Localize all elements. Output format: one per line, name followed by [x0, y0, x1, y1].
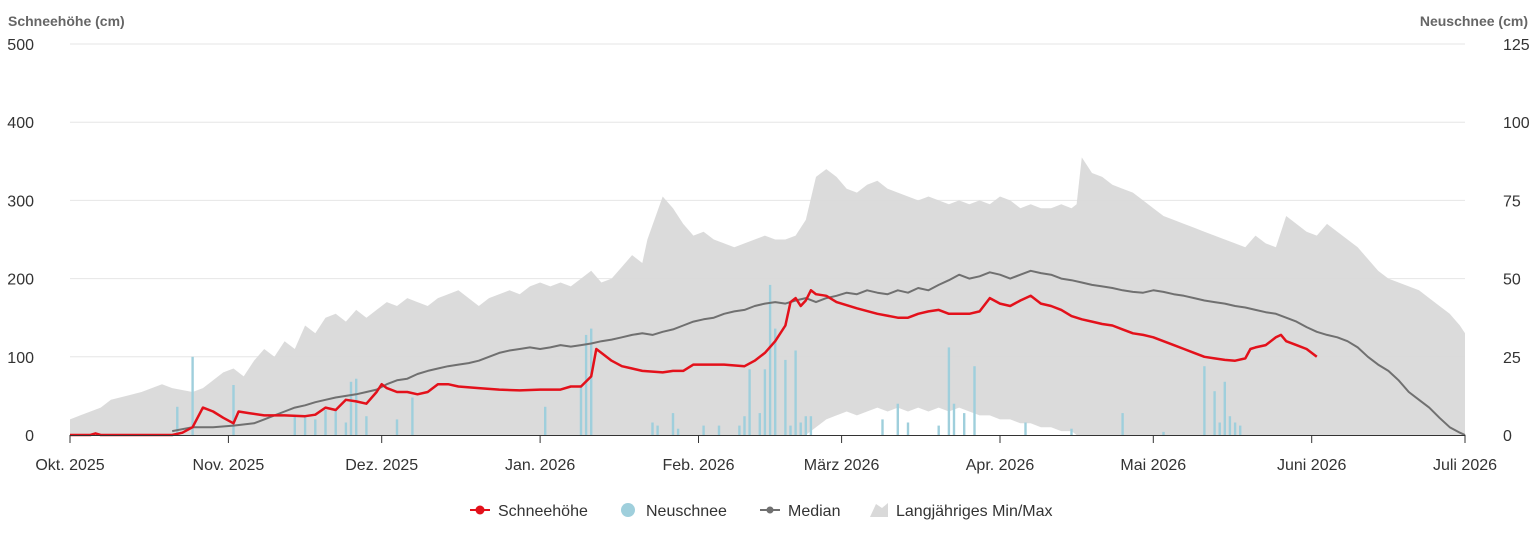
y-left-tick-label: 400: [7, 115, 34, 132]
x-tick-label: Mai 2026: [1120, 457, 1186, 474]
neuschnee-bar: [896, 403, 899, 435]
legend-median-label: Median: [788, 503, 840, 520]
neuschnee-bar: [590, 328, 593, 435]
neuschnee-bar: [738, 425, 741, 435]
neuschnee-bar: [324, 410, 327, 435]
y-right-axis-title: Neuschnee (cm): [1420, 13, 1528, 29]
neuschnee-bar: [881, 419, 884, 435]
y-right-tick-label: 125: [1503, 37, 1530, 54]
x-tick-label: Okt. 2025: [35, 457, 104, 474]
neuschnee-bar: [293, 416, 296, 435]
x-tick-label: Dez. 2025: [345, 457, 418, 474]
x-tick-label: Feb. 2026: [662, 457, 734, 474]
neuschnee-bar: [544, 406, 547, 435]
median-layer: [172, 269, 1466, 436]
x-tick-label: Nov. 2025: [193, 457, 265, 474]
neuschnee-bar: [1228, 416, 1232, 435]
neuschnee-bar: [671, 413, 675, 435]
legend-median-marker: [766, 506, 774, 514]
neuschnee-bar: [365, 416, 368, 435]
x-tick-label: Juli 2026: [1433, 457, 1497, 474]
neuschnee-bar: [1223, 381, 1226, 435]
neuschnee-bar: [1213, 391, 1216, 435]
neuschnee-bar: [789, 425, 792, 435]
x-tick-label: Apr. 2026: [966, 457, 1035, 474]
y-left-tick-label: 100: [7, 350, 34, 367]
neuschnee-columns: [176, 284, 1242, 435]
minmax-layer: [70, 157, 1465, 435]
legend: Schneehöhe Neuschnee Median Langjähriges Mi…: [470, 503, 1053, 520]
neuschnee-bar: [937, 425, 940, 435]
neuschnee-bar: [676, 428, 680, 435]
neuschnee-bar: [743, 416, 746, 435]
neuschnee-bar: [232, 385, 235, 435]
neuschnee-bar: [1121, 413, 1124, 435]
neuschnee-bar: [411, 397, 414, 435]
neuschnee-bar: [906, 422, 910, 435]
neuschnee-bar: [794, 350, 797, 435]
neuschnee-bar: [1203, 366, 1206, 435]
neuschnee-bar: [1239, 425, 1242, 435]
neuschnee-bar: [952, 403, 956, 435]
neuschnee-bar: [344, 422, 348, 435]
neuschnee-bar: [395, 419, 399, 435]
neuschnee-bar: [176, 406, 179, 435]
legend-schneehoehe-marker: [475, 505, 485, 515]
median-line: [172, 269, 1466, 436]
neuschnee-bar: [191, 356, 194, 435]
y-right-tick-label: 75: [1503, 193, 1521, 210]
neuschnee-bar: [748, 369, 751, 435]
neuschnee-bar: [656, 425, 659, 435]
neuschnee-bar: [809, 416, 813, 435]
neuschnee-bar: [702, 425, 705, 435]
neuschnee-bar: [963, 413, 966, 435]
neuschnee-bar: [303, 416, 307, 435]
neuschnee-bar: [334, 410, 337, 435]
neuschnee-bar: [349, 381, 353, 435]
neuschnee-bar: [799, 422, 802, 435]
y-right-tick-label: 50: [1503, 272, 1521, 289]
axis-layer: Schneehöhe (cm) Neuschnee (cm) 0 100 200 30…: [7, 13, 1530, 474]
y-right-tick-label: 100: [1503, 115, 1530, 132]
y-left-axis-title: Schneehöhe (cm): [8, 13, 125, 29]
neuschnee-bar: [314, 419, 317, 435]
x-tick-label: Jan. 2026: [505, 457, 575, 474]
legend-schneehoehe-label: Schneehöhe: [498, 503, 588, 520]
neuschnee-bar: [947, 347, 951, 435]
neuschnee-bar: [651, 422, 654, 435]
x-tick-label: März 2026: [804, 457, 880, 474]
neuschnee-bar: [1218, 422, 1221, 435]
legend-minmax-label: Langjähriges Min/Max: [896, 503, 1053, 520]
neuschnee-bar: [784, 359, 787, 435]
neuschnee-bar: [355, 378, 358, 435]
legend-neuschnee-label: Neuschnee: [646, 503, 727, 520]
schneehoehe-line: [70, 289, 1318, 437]
neuschnee-bar: [1233, 422, 1237, 435]
neuschnee-bar: [584, 334, 588, 435]
neuschnee-bar: [763, 369, 767, 435]
neuschnee-bar: [768, 284, 772, 435]
legend-neuschnee-symbol: [621, 503, 635, 517]
neuschnee-bar: [758, 413, 761, 435]
minmax-area: [70, 157, 1465, 435]
neuschnee-bar: [579, 385, 583, 435]
y-left-tick-label: 200: [7, 272, 34, 289]
neuschnee-bar: [717, 425, 721, 435]
neuschnee-bar: [1162, 431, 1165, 435]
neuschnee-bar: [1024, 422, 1027, 435]
x-tick-label: Juni 2026: [1277, 457, 1346, 474]
y-left-tick-label: 0: [25, 428, 34, 445]
legend-minmax-symbol: [870, 503, 888, 517]
y-left-tick-label: 500: [7, 37, 34, 54]
y-right-tick-label: 0: [1503, 428, 1512, 445]
neuschnee-bar: [774, 328, 777, 435]
schneehoehe-layer: [70, 289, 1318, 437]
neuschnee-bar: [804, 416, 807, 435]
neuschnee-bar: [973, 366, 976, 435]
y-right-tick-label: 25: [1503, 350, 1521, 367]
y-left-tick-label: 300: [7, 193, 34, 210]
neuschnee-bar: [1070, 428, 1073, 435]
